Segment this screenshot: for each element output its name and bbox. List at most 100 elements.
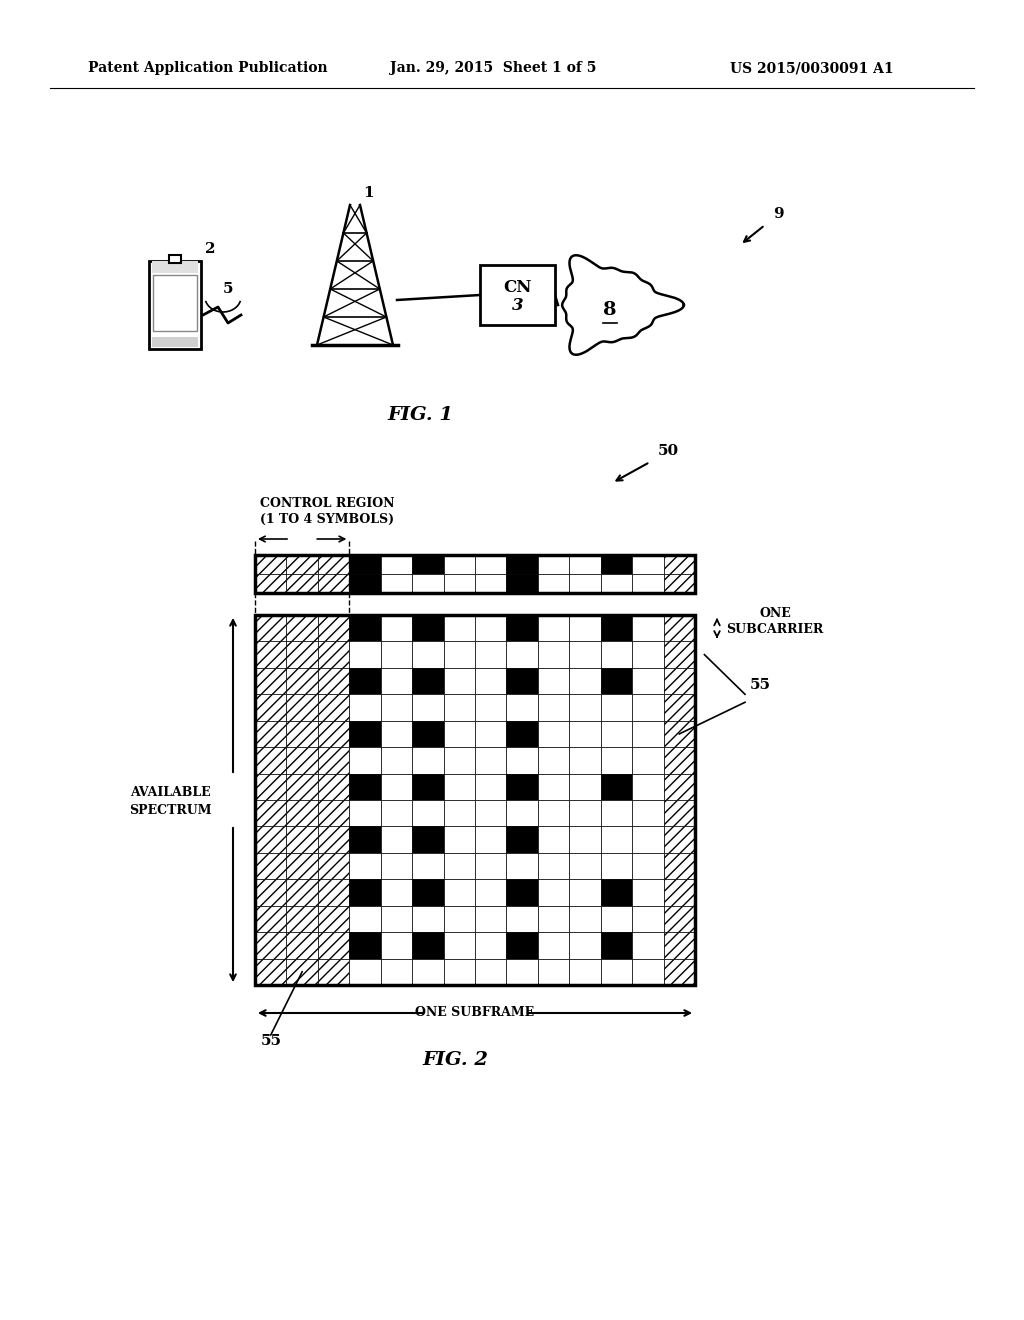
Bar (255, 826, 287, 853)
Bar (507, 853, 538, 879)
Text: FIG. 2: FIG. 2 (422, 1051, 488, 1069)
Text: (1 TO 4 SYMBOLS): (1 TO 4 SYMBOLS) (260, 513, 394, 525)
Bar (632, 668, 664, 694)
Bar (349, 932, 381, 958)
Bar (569, 574, 601, 593)
Bar (317, 721, 349, 747)
Bar (317, 615, 349, 642)
Bar (475, 615, 507, 642)
Bar (664, 554, 695, 574)
Bar (169, 255, 181, 263)
Bar (569, 800, 601, 826)
Bar (287, 574, 317, 593)
Bar (601, 668, 632, 694)
Bar (632, 694, 664, 721)
Bar (287, 826, 317, 853)
Bar (287, 747, 317, 774)
Bar (317, 574, 349, 593)
Bar (317, 853, 349, 879)
Bar (664, 853, 695, 879)
Bar (317, 747, 349, 774)
Bar (538, 932, 569, 958)
Bar (601, 747, 632, 774)
Bar (601, 879, 632, 906)
Bar (632, 642, 664, 668)
Bar (349, 774, 381, 800)
Bar (287, 800, 317, 826)
Bar (412, 958, 443, 985)
Bar (381, 826, 412, 853)
Bar (412, 932, 443, 958)
Bar (507, 774, 538, 800)
Bar (412, 906, 443, 932)
Bar (475, 879, 507, 906)
Bar (475, 774, 507, 800)
Bar (381, 853, 412, 879)
Text: 2: 2 (205, 242, 215, 256)
Bar (349, 721, 381, 747)
Bar (569, 554, 601, 574)
Bar (317, 668, 349, 694)
Bar (538, 668, 569, 694)
Bar (664, 668, 695, 694)
Bar (255, 958, 287, 985)
Bar (381, 668, 412, 694)
Text: ONE: ONE (759, 607, 791, 620)
Bar (412, 826, 443, 853)
Bar (632, 879, 664, 906)
Bar (569, 694, 601, 721)
Bar (287, 958, 317, 985)
Bar (412, 774, 443, 800)
Bar (664, 800, 695, 826)
Bar (664, 721, 695, 747)
Text: CN: CN (504, 279, 531, 296)
Bar (601, 906, 632, 932)
Bar (601, 800, 632, 826)
Bar (601, 958, 632, 985)
Bar (152, 261, 198, 273)
Bar (287, 642, 317, 668)
Bar (475, 668, 507, 694)
Bar (381, 958, 412, 985)
Bar (349, 853, 381, 879)
Bar (381, 774, 412, 800)
Text: 1: 1 (362, 186, 374, 201)
Bar (381, 879, 412, 906)
Bar (507, 554, 538, 574)
Bar (664, 879, 695, 906)
Bar (412, 853, 443, 879)
Bar (569, 642, 601, 668)
Bar (632, 774, 664, 800)
Bar (443, 879, 475, 906)
Bar (632, 906, 664, 932)
Bar (287, 932, 317, 958)
Text: AVAILABLE: AVAILABLE (130, 785, 210, 799)
Bar (632, 826, 664, 853)
Bar (443, 615, 475, 642)
Bar (569, 879, 601, 906)
Bar (664, 615, 695, 642)
Bar (287, 879, 317, 906)
Bar (475, 932, 507, 958)
Bar (538, 958, 569, 985)
Bar (475, 574, 507, 593)
Bar (443, 800, 475, 826)
Bar (507, 747, 538, 774)
Bar (349, 826, 381, 853)
Bar (287, 906, 317, 932)
Bar (538, 694, 569, 721)
Text: SUBCARRIER: SUBCARRIER (726, 623, 823, 636)
Bar (507, 958, 538, 985)
Bar (443, 694, 475, 721)
Bar (412, 747, 443, 774)
Text: ONE SUBFRAME: ONE SUBFRAME (416, 1006, 535, 1019)
Bar (475, 853, 507, 879)
Bar (443, 642, 475, 668)
Bar (349, 958, 381, 985)
Bar (287, 721, 317, 747)
Bar (255, 932, 287, 958)
Bar (412, 694, 443, 721)
Bar (349, 879, 381, 906)
Bar (507, 668, 538, 694)
Bar (255, 642, 287, 668)
